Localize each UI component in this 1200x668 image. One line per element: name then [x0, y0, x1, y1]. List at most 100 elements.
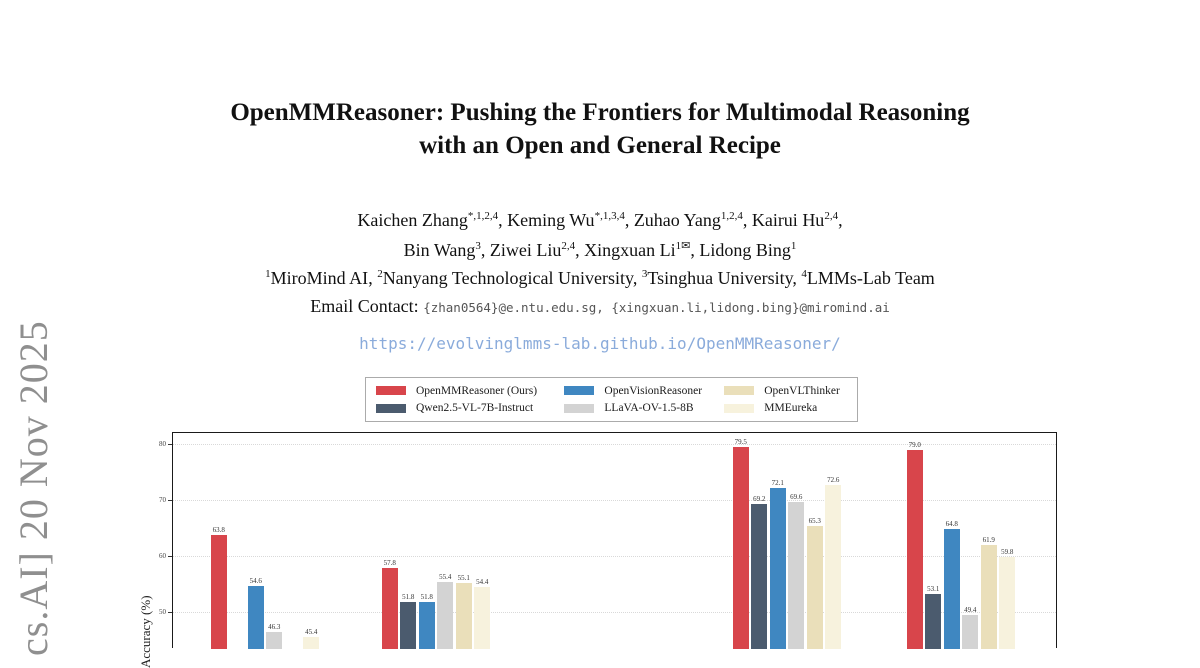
bar: [806, 526, 823, 649]
legend-swatch: [724, 386, 755, 396]
bar-value-label: 79.0: [908, 440, 921, 449]
legend-item: LLaVA-OV-1.5-8B: [564, 402, 724, 414]
author: Bin Wang3: [403, 240, 481, 260]
bar: [732, 446, 749, 649]
legend-swatch: [376, 386, 406, 396]
authors-line-2: Bin Wang3, Ziwei Liu2,4, Xingxuan Li1✉, …: [403, 240, 797, 260]
legend-swatch: [724, 403, 755, 413]
author-sup: 1,2,4: [720, 210, 743, 222]
y-tick-label: 50: [159, 607, 166, 616]
bar: [418, 601, 435, 649]
bar: [906, 449, 923, 649]
legend-swatch: [564, 386, 595, 396]
bar-value-label: 72.6: [827, 476, 840, 485]
author: Kaichen Zhang*,1,2,4: [357, 210, 499, 230]
bar: [999, 556, 1016, 649]
gridline: [173, 444, 1056, 445]
bar: [962, 615, 979, 649]
bar-value-label: 54.4: [476, 578, 489, 587]
legend-item: OpenVLThinker: [724, 385, 847, 397]
legend-label: Qwen2.5-VL-7B-Instruct: [416, 402, 534, 415]
y-tick-label: 60: [159, 551, 166, 560]
affiliation-sup: 4: [801, 268, 807, 280]
y-tick-label: 80: [159, 440, 166, 448]
author: Kairui Hu2,4: [751, 210, 839, 230]
bar-value-label: 49.4: [964, 606, 977, 615]
project-url-line: https://evolvinglmms-lab.github.io/OpenM…: [0, 334, 1200, 354]
legend-item: OpenVisionReasoner: [564, 385, 724, 397]
project-url-link[interactable]: https://evolvinglmms-lab.github.io/OpenM…: [359, 334, 841, 353]
affiliation: 1MiroMind AI: [265, 268, 369, 288]
y-tick-label: 70: [159, 495, 166, 504]
bar: [769, 488, 786, 649]
bar: [455, 583, 472, 649]
arxiv-watermark: cs.AI] 20 Nov 2025: [11, 320, 56, 656]
y-tick-mark: [168, 611, 172, 613]
bar-value-label: 53.1: [927, 585, 940, 594]
bar-value-label: 55.4: [439, 572, 452, 581]
bar-value-label: 51.8: [402, 592, 415, 601]
legend-label: OpenMMReasoner (Ours): [416, 384, 538, 397]
paper-title-line2: with an Open and General Recipe: [419, 132, 781, 159]
benchmark-bar-chart: 80 70 60 50 63.8 57.8 79.5 79.0 51.8 69.2 53.1 54.6…: [159, 432, 1057, 649]
bar-value-label: 65.3: [808, 517, 821, 526]
bar: [751, 504, 768, 649]
gridline: [173, 611, 1056, 613]
bar: [437, 581, 454, 649]
email-contact-label: Email Contact:: [310, 296, 419, 316]
legend-label: LLaVA-OV-1.5-8B: [604, 402, 694, 415]
bar-value-label: 51.8: [420, 592, 433, 601]
bar: [303, 637, 320, 649]
bar: [474, 587, 491, 649]
authors-line-1: Kaichen Zhang*,1,2,4, Keming Wu*,1,3,4, …: [357, 210, 843, 230]
bar: [825, 485, 842, 649]
bar: [247, 585, 264, 649]
bar: [925, 594, 942, 649]
y-tick-mark: [168, 499, 172, 501]
legend-item: Qwen2.5-VL-7B-Instruct: [376, 402, 564, 414]
bar-value-label: 79.5: [734, 437, 747, 446]
paper-title-line1: OpenMMReasoner: Pushing the Frontiers fo…: [230, 99, 970, 126]
author: Ziwei Liu2,4: [489, 240, 576, 260]
bar: [980, 545, 997, 649]
affiliation-sup: 3: [641, 268, 648, 280]
legend-label: OpenVisionReasoner: [604, 384, 703, 397]
legend-swatch: [564, 403, 595, 413]
affiliation: 2Nanyang Technological University: [377, 268, 633, 288]
y-tick-mark: [168, 444, 172, 445]
chart-legend: OpenMMReasoner (Ours) OpenVisionReasoner O…: [365, 377, 858, 422]
author: Zuhao Yang1,2,4: [633, 210, 743, 230]
bar: [788, 502, 805, 649]
bar-value-label: 59.8: [1001, 547, 1014, 556]
bar-value-label: 61.9: [982, 536, 995, 545]
author-sup: *,1,3,4: [594, 210, 625, 222]
bar: [400, 601, 417, 649]
author-sup: *,1,2,4: [467, 210, 499, 222]
bar: [210, 534, 227, 649]
legend-item: MMEureka: [724, 402, 847, 414]
bar-value-label: 54.6: [249, 576, 262, 585]
legend-swatch: [376, 403, 406, 413]
affiliations-line: 1MiroMind AI, 2Nanyang Technological Uni…: [265, 268, 935, 288]
bar: [943, 528, 960, 649]
bar-value-label: 64.8: [945, 519, 958, 528]
legend-label: MMEureka: [764, 402, 818, 415]
affiliation-sup: 2: [377, 268, 383, 280]
author: Xingxuan Li1✉: [584, 240, 691, 260]
affiliation: 4LMMs-Lab Team: [801, 268, 935, 288]
legend-label: OpenVLThinker: [764, 384, 840, 397]
author-sup: 3: [475, 240, 481, 252]
gridline: [173, 555, 1056, 557]
bar-value-label: 63.8: [212, 525, 225, 534]
author: Keming Wu*,1,3,4: [507, 210, 625, 230]
affiliation: 3Tsinghua University: [641, 268, 793, 288]
author-list: Kaichen Zhang*,1,2,4, Keming Wu*,1,3,4, …: [0, 203, 1200, 263]
y-tick-mark: [168, 555, 172, 557]
bar: [266, 632, 283, 649]
paper-title: OpenMMReasoner: Pushing the Frontiers fo…: [0, 96, 1200, 162]
author-sup: 2,4: [561, 240, 576, 252]
bar-value-label: 45.4: [305, 628, 318, 637]
bar: [381, 568, 398, 649]
bar-value-label: 69.2: [753, 495, 766, 504]
author-sup: 1✉: [675, 240, 691, 252]
